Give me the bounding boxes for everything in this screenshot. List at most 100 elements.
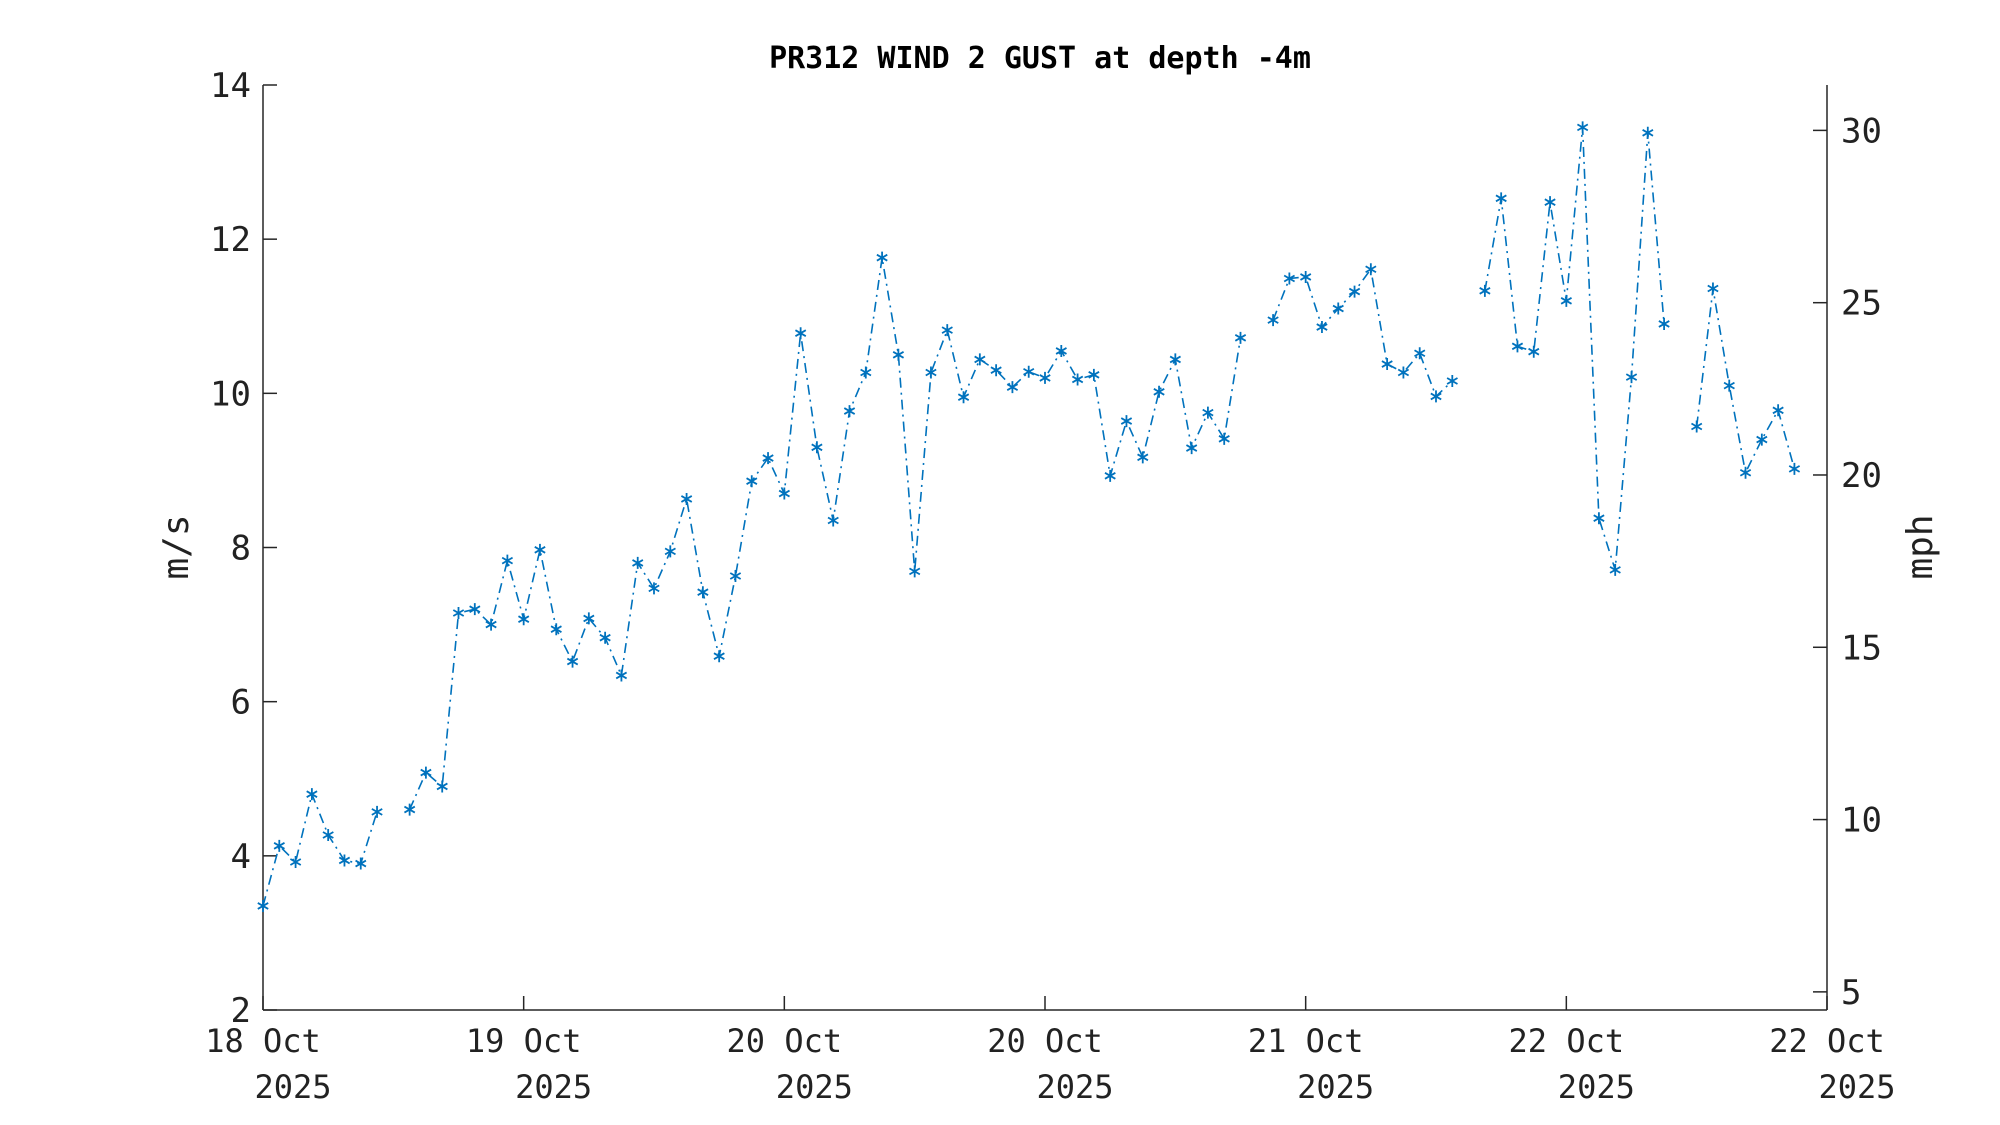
data-point bbox=[1479, 284, 1491, 297]
data-point bbox=[1707, 282, 1719, 295]
series-line bbox=[1484, 127, 1665, 571]
data-point bbox=[925, 366, 937, 379]
data-point bbox=[257, 899, 269, 912]
data-point bbox=[713, 650, 725, 663]
data-point bbox=[1446, 375, 1458, 387]
data-point bbox=[355, 857, 367, 870]
chart-title: PR312 WIND 2 GUST at depth -4m bbox=[769, 41, 1311, 76]
data-point bbox=[957, 391, 970, 404]
data-point bbox=[501, 554, 514, 567]
data-point bbox=[1560, 294, 1572, 307]
data-point bbox=[1609, 563, 1621, 576]
data-point bbox=[811, 441, 823, 454]
series-line bbox=[1695, 288, 1796, 476]
series-line bbox=[1272, 267, 1453, 398]
data-point bbox=[518, 613, 530, 626]
y-tick-label-left: 14 bbox=[210, 66, 251, 106]
data-point bbox=[1691, 420, 1703, 433]
data-point bbox=[1544, 196, 1556, 209]
data-point bbox=[1772, 404, 1784, 417]
data-point bbox=[1023, 365, 1035, 378]
data-point bbox=[452, 607, 465, 620]
data-point bbox=[990, 364, 1002, 377]
data-point bbox=[273, 839, 285, 852]
data-point bbox=[1723, 379, 1735, 392]
data-point bbox=[794, 327, 807, 340]
data-point bbox=[338, 854, 351, 867]
data-point bbox=[974, 353, 986, 366]
data-point bbox=[403, 803, 416, 816]
x-tick-label-year: 2025 bbox=[1036, 1068, 1113, 1106]
data-point bbox=[1365, 263, 1377, 276]
data-point bbox=[1348, 285, 1361, 298]
y-tick-label-right: 5 bbox=[1841, 973, 1861, 1013]
data-point bbox=[941, 324, 953, 337]
y-tick-label-left: 10 bbox=[210, 374, 251, 414]
data-point bbox=[729, 570, 742, 583]
data-point bbox=[289, 856, 302, 868]
data-point bbox=[1739, 466, 1752, 479]
data-point bbox=[762, 452, 774, 465]
data-point bbox=[1381, 358, 1393, 371]
x-tick-label-date: 20 Oct bbox=[987, 1022, 1103, 1060]
y-tick-label-left: 4 bbox=[231, 837, 251, 877]
data-point bbox=[860, 366, 872, 379]
plot-area bbox=[257, 121, 1801, 912]
data-point bbox=[1055, 344, 1067, 357]
data-point bbox=[1104, 469, 1116, 482]
data-point bbox=[892, 348, 905, 361]
data-point bbox=[1593, 512, 1605, 525]
y-axis-label-left: m/s bbox=[156, 514, 197, 579]
x-tick-label-date: 21 Oct bbox=[1248, 1022, 1364, 1060]
data-point bbox=[1006, 381, 1019, 394]
data-point bbox=[1185, 442, 1198, 455]
data-point bbox=[1267, 314, 1279, 327]
y-tick-label-left: 2 bbox=[231, 991, 251, 1031]
data-point bbox=[615, 669, 628, 682]
data-point bbox=[1414, 347, 1426, 360]
x-tick-label-year: 2025 bbox=[254, 1068, 331, 1106]
data-point bbox=[876, 251, 888, 264]
data-point bbox=[469, 603, 481, 616]
y-axis-label-right: mph bbox=[1900, 514, 1941, 579]
data-point bbox=[371, 805, 383, 818]
data-point bbox=[1332, 302, 1344, 315]
x-tick-label-year: 2025 bbox=[1818, 1068, 1895, 1106]
data-point bbox=[1642, 126, 1654, 139]
data-point bbox=[843, 405, 856, 418]
data-point bbox=[534, 543, 546, 556]
data-point bbox=[778, 487, 790, 500]
data-point bbox=[1528, 345, 1540, 358]
data-point bbox=[632, 556, 644, 569]
data-point bbox=[1234, 331, 1247, 344]
x-tick-label-date: 18 Oct bbox=[205, 1022, 321, 1060]
data-point bbox=[1088, 368, 1100, 381]
data-point bbox=[599, 631, 611, 644]
data-point bbox=[1120, 415, 1133, 428]
y-tick-label-left: 8 bbox=[231, 529, 251, 569]
y-tick-label-right: 20 bbox=[1841, 456, 1882, 496]
data-point bbox=[697, 586, 709, 599]
y-tick-label-left: 12 bbox=[210, 220, 251, 260]
x-tick-label-year: 2025 bbox=[776, 1068, 853, 1106]
data-point bbox=[827, 514, 839, 527]
x-tick-label-year: 2025 bbox=[1297, 1068, 1374, 1106]
data-point bbox=[1137, 451, 1149, 464]
data-point bbox=[1071, 373, 1084, 386]
data-point bbox=[1169, 353, 1181, 366]
data-point bbox=[648, 582, 660, 595]
data-point bbox=[1300, 270, 1312, 283]
x-tick-label-date: 22 Oct bbox=[1509, 1022, 1625, 1060]
data-point bbox=[1495, 192, 1507, 205]
data-point bbox=[1218, 432, 1230, 445]
data-point bbox=[1153, 385, 1165, 398]
data-point bbox=[1397, 366, 1410, 379]
data-point bbox=[1039, 371, 1051, 384]
y-tick-label-right: 30 bbox=[1841, 111, 1882, 151]
data-point bbox=[420, 766, 432, 779]
data-point bbox=[436, 780, 448, 793]
x-tick-label-date: 20 Oct bbox=[727, 1022, 843, 1060]
x-tick-label-year: 2025 bbox=[515, 1068, 592, 1106]
